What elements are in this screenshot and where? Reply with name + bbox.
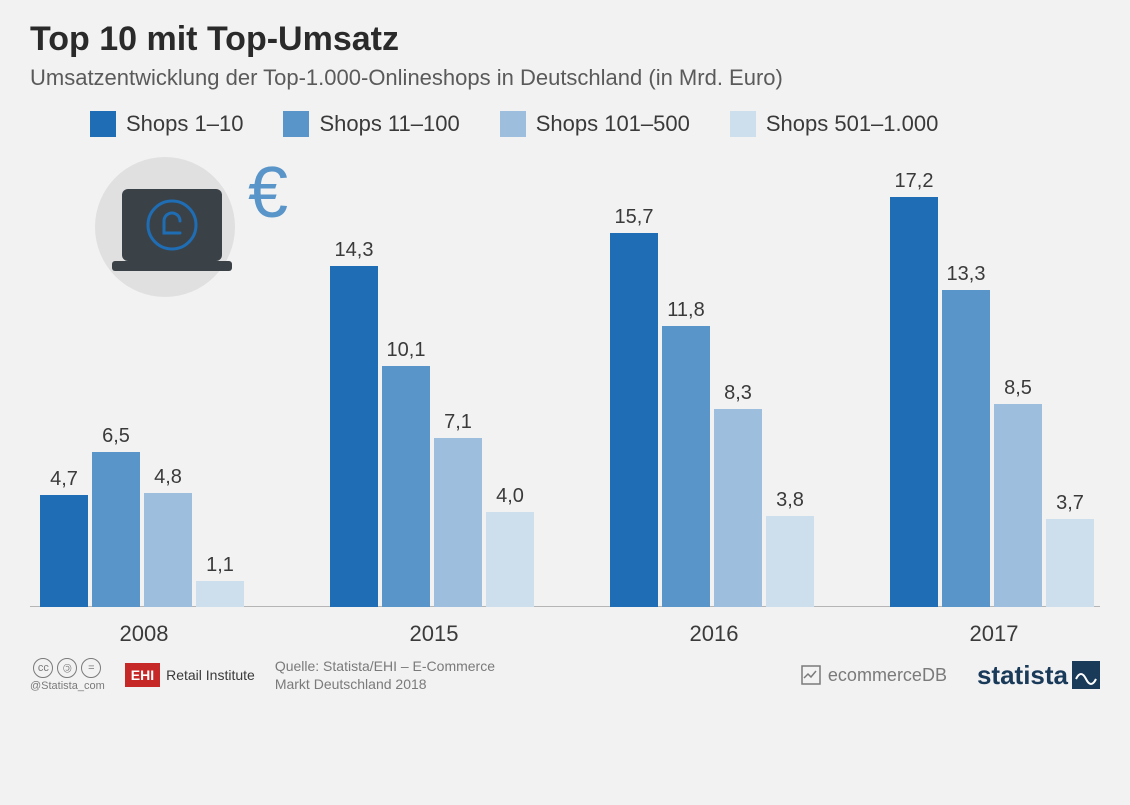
bar [610, 233, 658, 607]
chart-area: € 4,76,54,81,1200814,310,17,14,0201515,7… [30, 157, 1100, 647]
chart-title: Top 10 mit Top-Umsatz [30, 20, 1100, 59]
bar-wrap: 8,5 [994, 377, 1042, 607]
cc-by-icon: 🄯 [57, 658, 77, 678]
bar [40, 495, 88, 607]
bar-wrap: 3,8 [766, 489, 814, 607]
bar-wrap: 8,3 [714, 382, 762, 607]
statista-wave-icon [1072, 661, 1100, 689]
statista-text: statista [977, 660, 1068, 691]
statista-handle: @Statista_com [30, 680, 105, 692]
bar [1046, 519, 1094, 607]
ecommercedb-icon [800, 664, 822, 686]
legend-swatch [283, 111, 309, 137]
svg-text:€: € [248, 153, 288, 233]
x-axis-label: 2008 [40, 621, 248, 647]
bar-wrap: 3,7 [1046, 492, 1094, 607]
bar-value-label: 4,8 [154, 466, 182, 489]
ecommercedb-logo: ecommerceDB [800, 664, 947, 686]
bar [382, 366, 430, 607]
legend-swatch [500, 111, 526, 137]
footer: cc 🄯 = @Statista_com EHI Retail Institut… [30, 657, 1100, 693]
bar [486, 512, 534, 607]
bar [766, 516, 814, 607]
bar [434, 438, 482, 607]
bar-value-label: 14,3 [335, 239, 374, 262]
cc-license: cc 🄯 = @Statista_com [30, 658, 105, 692]
ecommercedb-text: ecommerceDB [828, 665, 947, 686]
footer-left: cc 🄯 = @Statista_com EHI Retail Institut… [30, 657, 495, 693]
bar-group: 17,2 13,3 8,5 3,7 [890, 170, 1094, 607]
bar-group: 15,7 11,8 8,3 3,8 [610, 206, 814, 607]
bar-wrap: 4,7 [40, 468, 88, 607]
bar-wrap: 4,8 [144, 466, 192, 607]
bar [662, 326, 710, 607]
bar-wrap: 17,2 [890, 170, 938, 607]
bar [196, 581, 244, 607]
bar-wrap: 11,8 [662, 299, 710, 607]
statista-logo: statista [977, 660, 1100, 691]
footer-right: ecommerceDB statista [800, 660, 1100, 691]
bar [890, 197, 938, 607]
ehi-text: Retail Institute [166, 667, 255, 683]
bar-wrap: 6,5 [92, 425, 140, 607]
legend-item: Shops 1–10 [90, 111, 243, 137]
bar-value-label: 4,0 [496, 485, 524, 508]
bar-value-label: 17,2 [895, 170, 934, 193]
source-line2: Markt Deutschland 2018 [275, 675, 495, 693]
bar-group: 4,7 6,5 4,8 1,1 [40, 425, 244, 607]
legend-swatch [90, 111, 116, 137]
legend-label: Shops 1–10 [126, 111, 243, 137]
bar-value-label: 6,5 [102, 425, 130, 448]
legend-item: Shops 101–500 [500, 111, 690, 137]
bar-value-label: 4,7 [50, 468, 78, 491]
x-axis-label: 2015 [330, 621, 538, 647]
source-line1: Quelle: Statista/EHI – E-Commerce [275, 657, 495, 675]
cc-icon: cc [33, 658, 53, 678]
legend-item: Shops 11–100 [283, 111, 459, 137]
ehi-logo: EHI Retail Institute [125, 663, 255, 687]
bar [714, 409, 762, 607]
bar-value-label: 10,1 [387, 339, 426, 362]
legend-swatch [730, 111, 756, 137]
bar [144, 493, 192, 607]
laptop-euro-illustration: € [70, 147, 290, 322]
bar-wrap: 7,1 [434, 411, 482, 607]
bar-value-label: 1,1 [206, 554, 234, 577]
bar [92, 452, 140, 607]
bar-wrap: 13,3 [942, 263, 990, 607]
legend-label: Shops 11–100 [319, 111, 459, 137]
bar [330, 266, 378, 607]
cc-icons: cc 🄯 = [33, 658, 101, 678]
bar-value-label: 7,1 [444, 411, 472, 434]
bar-wrap: 14,3 [330, 239, 378, 607]
bar-group: 14,3 10,1 7,1 4,0 [330, 239, 534, 607]
legend: Shops 1–10 Shops 11–100 Shops 101–500 Shops… [30, 111, 1100, 137]
bar-wrap: 15,7 [610, 206, 658, 607]
bar-value-label: 8,5 [1004, 377, 1032, 400]
legend-label: Shops 101–500 [536, 111, 690, 137]
bar-wrap: 4,0 [486, 485, 534, 607]
bar-value-label: 3,7 [1056, 492, 1084, 515]
bar-value-label: 13,3 [947, 263, 986, 286]
cc-nd-icon: = [81, 658, 101, 678]
bar [994, 404, 1042, 607]
x-axis-label: 2016 [610, 621, 818, 647]
bar [942, 290, 990, 607]
chart-subtitle: Umsatzentwicklung der Top-1.000-Onlinesh… [30, 65, 1100, 91]
x-axis-label: 2017 [890, 621, 1098, 647]
bar-value-label: 8,3 [724, 382, 752, 405]
legend-item: Shops 501–1.000 [730, 111, 939, 137]
bar-wrap: 10,1 [382, 339, 430, 607]
illustration-svg: € [70, 147, 290, 317]
bar-wrap: 1,1 [196, 554, 244, 607]
bar-value-label: 3,8 [776, 489, 804, 512]
source-text: Quelle: Statista/EHI – E-Commerce Markt … [275, 657, 495, 693]
bar-value-label: 11,8 [667, 299, 704, 322]
bar-value-label: 15,7 [615, 206, 654, 229]
ehi-badge: EHI [125, 663, 160, 687]
legend-label: Shops 501–1.000 [766, 111, 939, 137]
